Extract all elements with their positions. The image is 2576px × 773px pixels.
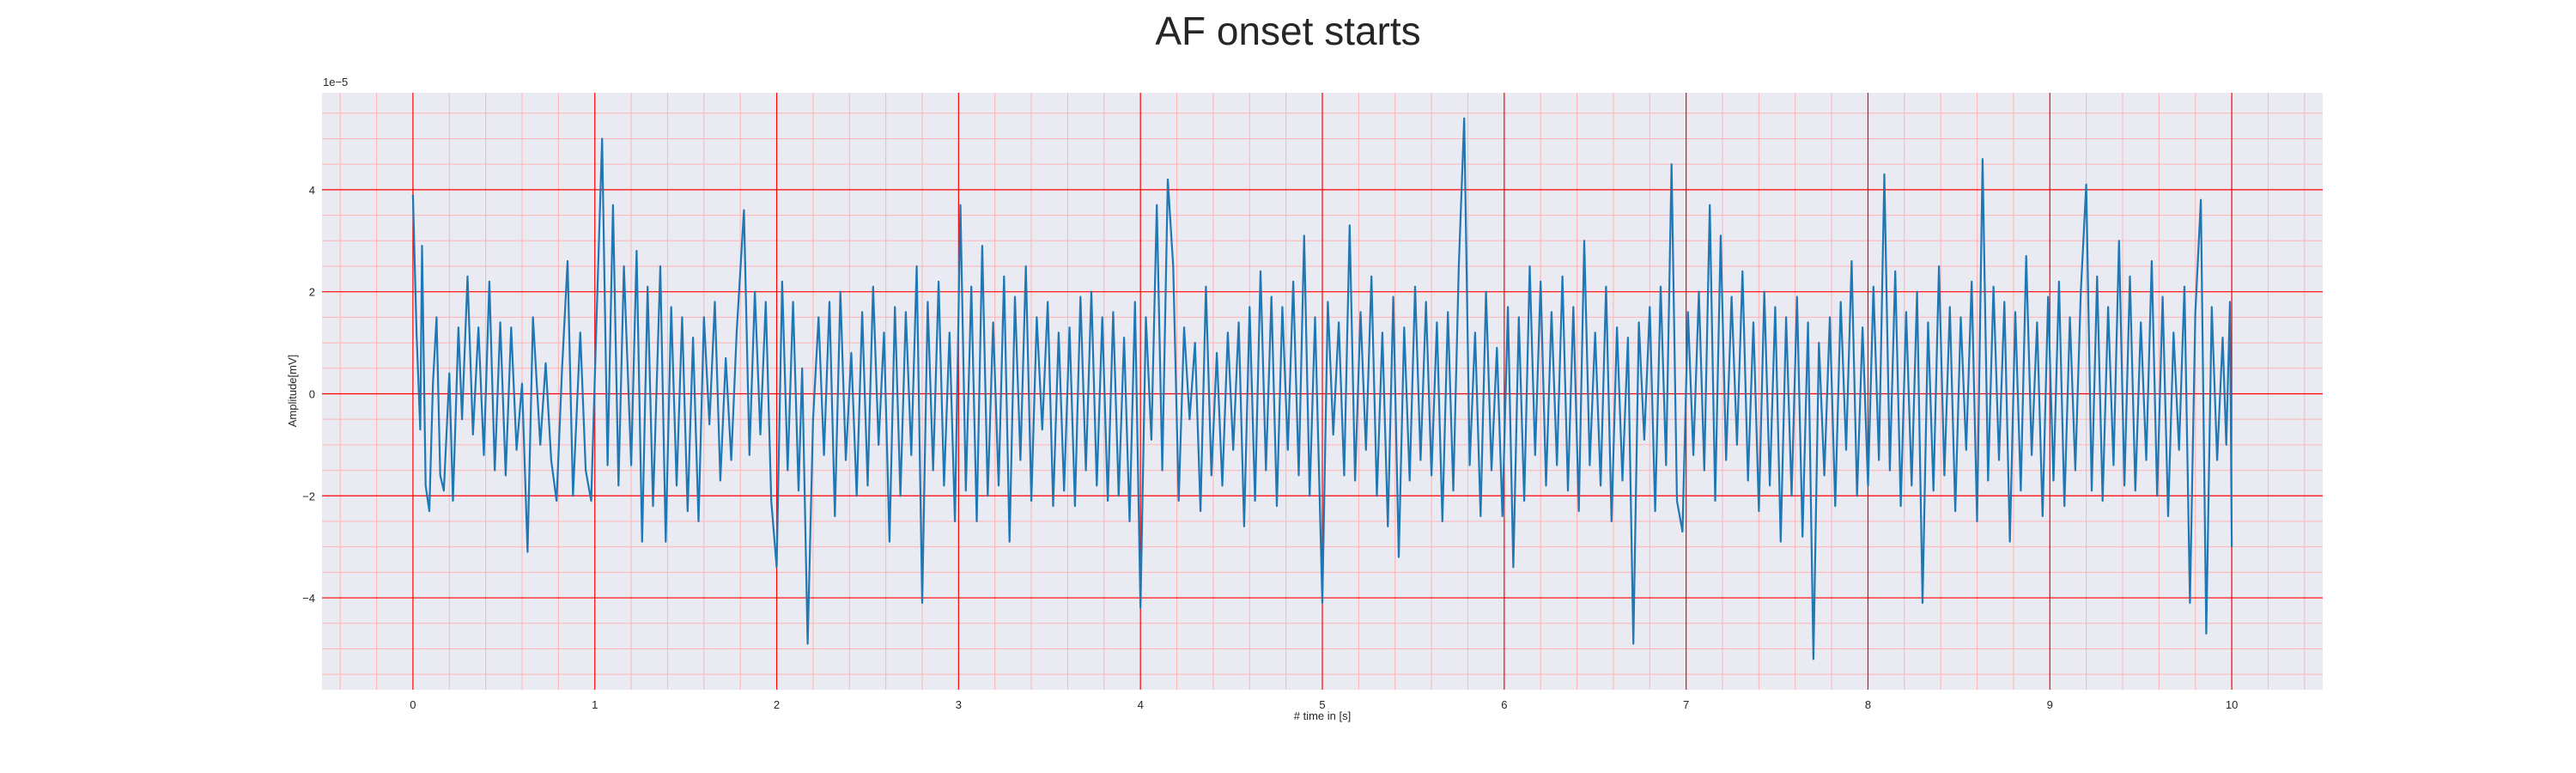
- y-tick-labels: −4 −2 0 2 4: [302, 184, 315, 605]
- y-tick-label: −2: [302, 490, 315, 502]
- series-line: [411, 117, 2233, 660]
- y-axis-label: Amplitude[mV]: [286, 355, 299, 428]
- chart-title: AF onset starts: [1155, 9, 1420, 53]
- x-tick-label: 1: [592, 698, 598, 711]
- y-offset-label: 1e−5: [323, 76, 348, 88]
- x-tick-label: 10: [2226, 698, 2238, 711]
- y-tick-label: 0: [309, 387, 315, 400]
- y-tick-label: 4: [309, 184, 315, 197]
- x-axis-label: # time in [s]: [1294, 709, 1351, 722]
- x-tick-label: 3: [956, 698, 962, 711]
- x-tick-label: 0: [410, 698, 416, 711]
- x-tick-label: 9: [2047, 698, 2053, 711]
- x-tick-label: 7: [1683, 698, 1689, 711]
- y-tick-label: 2: [309, 286, 315, 299]
- x-tick-label: 6: [1501, 698, 1507, 711]
- y-tick-label: −4: [302, 592, 315, 605]
- x-tick-label: 2: [774, 698, 780, 711]
- x-tick-label: 5: [1319, 698, 1325, 711]
- x-tick-label: 8: [1865, 698, 1871, 711]
- x-tick-label: 4: [1138, 698, 1144, 711]
- x-tick-labels: 0 1 2 3 4 5 6 7 8 9 10: [410, 698, 2238, 711]
